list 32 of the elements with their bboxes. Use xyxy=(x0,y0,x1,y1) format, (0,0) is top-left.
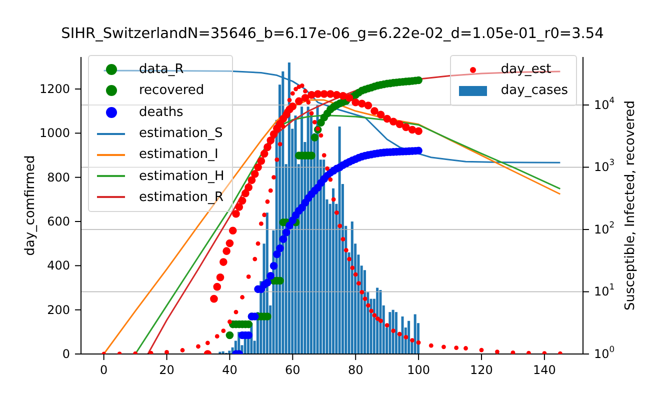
y2-tick-label: 10$^{3}$ xyxy=(594,157,615,174)
x-tick-label: 100 xyxy=(407,363,430,377)
y-axis-title: day_comfirmed xyxy=(22,155,38,256)
x-tick-label: 80 xyxy=(348,363,364,377)
y-tick-label: 1200 xyxy=(39,82,70,96)
y2-axis-title: Susceptible, Infected, recovered xyxy=(622,100,638,311)
x-tick-label: 40 xyxy=(222,363,238,377)
legend-label: estimation_R xyxy=(139,190,224,205)
y2-tick-label: 10$^{2}$ xyxy=(594,219,615,236)
y-tick-label: 800 xyxy=(47,170,70,184)
y2-tick-label: 10$^{4}$ xyxy=(594,94,615,112)
x-tick-label: 60 xyxy=(285,363,300,377)
y-tick-label: 1000 xyxy=(39,126,70,140)
legend-label: data_R xyxy=(139,62,184,78)
legend-label: recovered xyxy=(139,83,204,98)
legend-label: day_est xyxy=(500,62,552,78)
y2-tick-label: 10$^{0}$ xyxy=(594,344,615,361)
x-tick-label: 20 xyxy=(159,363,174,377)
x-tick-label: 0 xyxy=(100,363,108,377)
legend-label: estimation_S xyxy=(139,126,223,142)
legend-label: estimation_I xyxy=(139,147,218,162)
y-tick-label: 600 xyxy=(47,214,70,229)
legend-label: day_cases xyxy=(500,83,568,98)
chart-title: SIHR_SwitzerlandN=35646_b=6.17e-06_g=6.22e-02_d=1.05e-01_r0=3.54 xyxy=(60,26,605,42)
x-tick-label: 120 xyxy=(470,363,493,377)
y-tick-label: 400 xyxy=(47,258,70,273)
x-tick-label: 140 xyxy=(532,363,556,377)
y-tick-label: 0 xyxy=(62,347,70,361)
legend-label: estimation_H xyxy=(139,168,224,184)
y-tick-label: 200 xyxy=(47,302,70,317)
y2-tick-label: 10$^{1}$ xyxy=(594,282,615,299)
legend-label: deaths xyxy=(139,104,184,120)
